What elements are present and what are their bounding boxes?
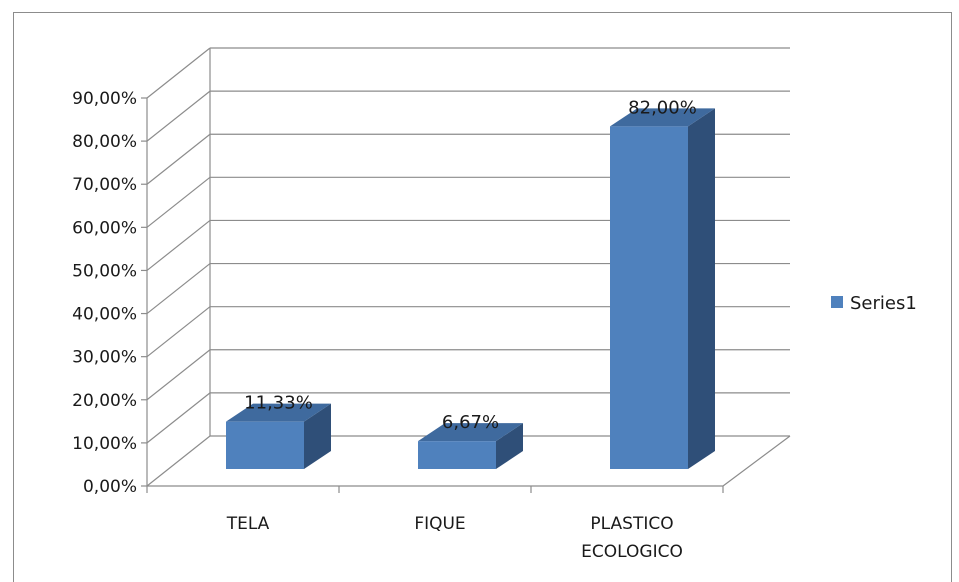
bar-plastico-ecologico <box>610 108 715 469</box>
y-tick-label: 50,00% <box>72 261 137 281</box>
gridline-side <box>146 133 211 185</box>
bar-fique <box>418 423 523 469</box>
bar-front <box>226 421 304 469</box>
y-tick-label: 70,00% <box>72 175 137 195</box>
axes <box>141 48 791 493</box>
y-axis-tick-labels: 0,00% 10,00% 20,00% 30,00% 40,00% 50,00% 60,00… <box>72 89 137 497</box>
bar-top <box>610 108 715 127</box>
gridline-side <box>146 263 211 315</box>
x-axis-category-labels: TELA FIQUE PLASTICO ECOLOGICO <box>226 514 683 562</box>
gridline-side <box>146 219 211 271</box>
bar-front <box>610 126 688 469</box>
data-label: 11,33% <box>244 393 313 414</box>
data-labels: 11,33% 6,67% 82,00% <box>244 97 697 433</box>
gridline-side <box>146 392 211 444</box>
gridline-side <box>146 176 211 228</box>
legend-swatch-series1 <box>831 296 843 308</box>
bar-tela <box>226 403 331 469</box>
y-tick-label: 0,00% <box>83 477 137 497</box>
gridline-side <box>146 47 211 99</box>
bar-top <box>418 423 523 442</box>
y-tick-label: 30,00% <box>72 348 137 368</box>
y-tick-label: 20,00% <box>72 391 137 411</box>
bar-side <box>688 108 715 469</box>
legend: Series1 <box>831 293 917 314</box>
y-tick-label: 80,00% <box>72 132 137 152</box>
gridline-side <box>146 90 211 142</box>
bars <box>226 108 715 469</box>
gridline-side <box>146 349 211 401</box>
y-tick-label: 10,00% <box>72 434 137 454</box>
category-label: ECOLOGICO <box>581 542 683 562</box>
bar-side <box>304 403 331 469</box>
gridline-side <box>146 306 211 358</box>
bar-top <box>226 403 331 422</box>
category-label: TELA <box>226 514 270 534</box>
data-label: 82,00% <box>628 97 697 118</box>
chart-frame <box>13 12 952 582</box>
y-tick-label: 90,00% <box>72 89 137 109</box>
category-label: PLASTICO <box>590 514 673 534</box>
gridline-side <box>146 435 211 487</box>
category-label: FIQUE <box>414 514 465 534</box>
bar-front <box>418 441 496 469</box>
legend-label-series1: Series1 <box>850 293 917 314</box>
data-label: 6,67% <box>442 412 499 433</box>
y-tick-label: 40,00% <box>72 305 137 325</box>
y-tick-label: 60,00% <box>72 218 137 238</box>
bar-side <box>496 423 523 469</box>
